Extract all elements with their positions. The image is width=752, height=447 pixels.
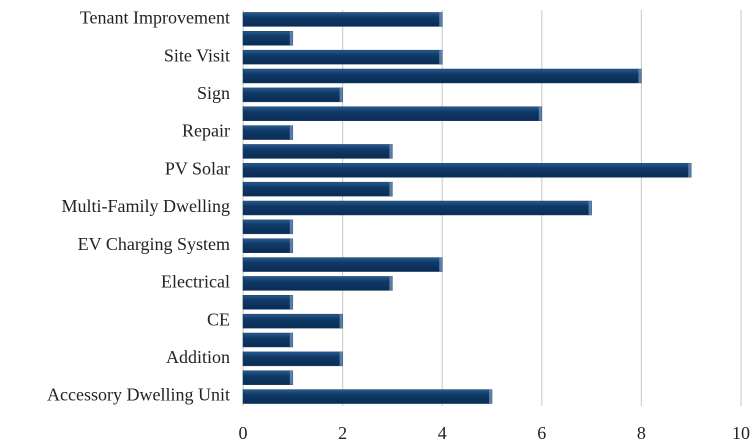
y-tick-label: Tenant Improvement: [80, 8, 230, 28]
bar-edge: [289, 333, 293, 347]
bar-edge: [439, 12, 443, 27]
y-tick-label: Site Visit: [164, 45, 230, 65]
bar-edge: [638, 69, 642, 83]
bar-edge: [289, 295, 293, 310]
x-tick-label: 10: [732, 423, 750, 443]
labels: 0 2 4 6 8 10 Tenant Improvement Site Visit Sign R…: [47, 8, 750, 444]
bar: [242, 125, 294, 140]
y-tick-label: PV Solar: [165, 158, 230, 178]
bar-edge: [339, 87, 343, 102]
bar-edge: [688, 163, 692, 178]
bar-edge: [489, 389, 492, 404]
x-tick-label: 0: [239, 423, 248, 443]
bar: [242, 200, 592, 216]
bar-edge: [439, 257, 443, 272]
bar: [242, 68, 642, 84]
bar-edge: [389, 182, 393, 197]
bar-edge: [389, 276, 393, 291]
bar-edge: [339, 314, 343, 329]
bar: [242, 351, 343, 367]
bar: [242, 332, 294, 348]
bar: [242, 389, 493, 404]
bar: [242, 49, 443, 65]
y-tick-label: Sign: [197, 83, 230, 103]
bars: [242, 12, 692, 404]
x-tick-label: 8: [637, 423, 646, 443]
y-tick-label: Multi-Family Dwelling: [62, 196, 231, 216]
bar: [242, 219, 294, 235]
y-tick-label: Electrical: [161, 272, 230, 292]
bar-edge: [289, 31, 293, 46]
bar: [242, 313, 343, 329]
bar-edge: [588, 201, 592, 215]
bar-edge: [289, 238, 293, 253]
y-tick-label: Repair: [182, 121, 230, 141]
bar: [242, 257, 443, 272]
bar: [242, 87, 343, 103]
x-tick-label: 6: [537, 423, 546, 443]
bar: [242, 238, 294, 253]
bar: [242, 12, 443, 27]
y-tick-label: CE: [207, 309, 230, 329]
bar-edge: [289, 219, 293, 234]
bar: [242, 163, 692, 178]
y-tick-label: Addition: [166, 347, 230, 367]
bar: [242, 181, 393, 197]
x-tick-label: 2: [338, 423, 347, 443]
bar: [242, 31, 294, 46]
bar-edge: [389, 144, 393, 159]
bar-edge: [289, 370, 293, 385]
bar: [242, 144, 393, 159]
bar: [242, 106, 543, 121]
bar-edge: [439, 50, 443, 65]
bar-edge: [289, 125, 293, 140]
bar-edge: [538, 106, 542, 121]
y-tick-label: EV Charging System: [78, 234, 230, 254]
y-tick-label: Accessory Dwelling Unit: [47, 385, 230, 405]
bar: [242, 295, 294, 310]
bar: [242, 370, 294, 385]
x-tick-label: 4: [438, 423, 447, 443]
bar: [242, 276, 393, 291]
bar-edge: [339, 351, 343, 366]
